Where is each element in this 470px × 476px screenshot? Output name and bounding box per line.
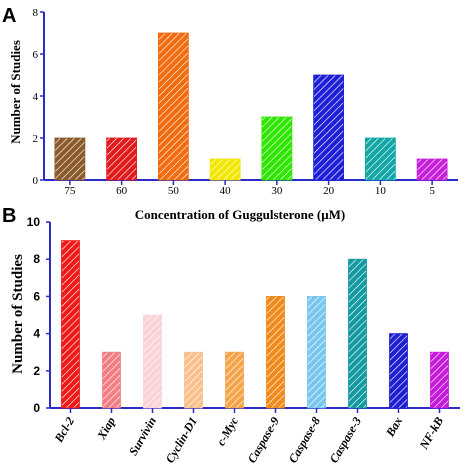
panel-b-x-tick-label: c-Myc	[214, 414, 242, 448]
panel-a-bar-75	[54, 137, 86, 181]
panel-b-x-tick-label: Caspase-8	[286, 415, 323, 466]
panel-a-bar-30	[261, 116, 293, 181]
panel-a-bar-50	[157, 32, 189, 181]
panel-a-x-tick-label: 5	[429, 185, 435, 197]
panel-b-x-tick-label: Cyclin-D1	[163, 415, 200, 466]
panel-a: A Number of Studies Concentration of Gug…	[2, 5, 458, 222]
panel-b-bar-bax	[389, 333, 408, 409]
panel-b: B Number of Studies 0 2 4 6 8 10 Bcl-2 Xiap Surv…	[2, 205, 460, 465]
panel-b-y-tick-label: 0	[33, 401, 40, 415]
panel-b-bar-caspase-3	[348, 258, 367, 409]
panel-a-y-tick-label: 4	[33, 91, 39, 103]
panel-b-bar-cyclin-d1	[184, 351, 203, 409]
panel-b-bar-caspase-8	[307, 295, 326, 409]
panel-a-bar-10	[364, 137, 396, 181]
panel-a-x-tick-label: 20	[323, 185, 335, 197]
panel-a-x-tick-label: 40	[220, 185, 232, 197]
panel-a-bar-60	[106, 137, 138, 181]
panel-a-letter: A	[2, 5, 16, 27]
panel-b-bar-nf-kb	[430, 351, 449, 409]
panel-a-bar-5	[416, 158, 448, 181]
panel-b-x-tick-label: Bax	[382, 415, 405, 440]
panel-a-x-tick-label: 10	[375, 185, 387, 197]
panel-a-x-tick-label: 50	[168, 185, 180, 197]
panel-a-bar-40	[209, 158, 241, 181]
panel-a-y-axis-label: Number of Studies	[8, 40, 23, 144]
panel-b-y-tick-label: 8	[33, 252, 40, 266]
panel-a-y-tick-label: 2	[33, 133, 39, 145]
panel-b-y-tick-label: 6	[33, 289, 40, 303]
panel-b-bar-c-myc	[225, 351, 244, 409]
panel-b-bar-survivin	[143, 314, 162, 409]
panel-b-x-tick-label: NF-kB	[416, 415, 446, 453]
panel-b-x-tick-label: Caspase-3	[327, 415, 364, 466]
panel-b-bar-caspase-9	[266, 295, 285, 409]
panel-a-x-tick-label: 30	[271, 185, 283, 197]
panel-a-x-tick-label: 60	[116, 185, 128, 197]
panel-a-x-axis-label: Concentration of Guggulsterone (μM)	[135, 207, 345, 222]
panel-b-y-tick-label: 2	[33, 364, 40, 378]
panel-b-x-tick-label: Survivin	[126, 414, 159, 458]
panel-b-y-tick-label: 10	[27, 215, 41, 229]
panel-a-x-tick-label: 75	[64, 185, 76, 197]
panel-b-x-tick-label: Caspase-9	[245, 415, 282, 466]
panel-b-bar-bcl-2	[61, 240, 80, 409]
panel-a-y-tick-label: 0	[33, 175, 39, 187]
panel-b-y-tick-label: 4	[33, 327, 40, 341]
panel-b-x-tick-label: Xiap	[94, 415, 118, 443]
panel-b-letter: B	[2, 205, 16, 227]
panel-b-y-axis-label: Number of Studies	[10, 254, 26, 374]
panel-b-x-tick-label: Bcl-2	[51, 415, 77, 446]
panel-a-plot: 0 2 4 6 8 75 60 50 40 30 20 10 5	[33, 7, 458, 197]
panel-b-bar-xiap	[102, 351, 121, 409]
panel-a-y-tick-label: 8	[33, 7, 39, 19]
panel-a-y-tick-label: 6	[33, 49, 39, 61]
panel-a-bar-20	[313, 74, 345, 181]
